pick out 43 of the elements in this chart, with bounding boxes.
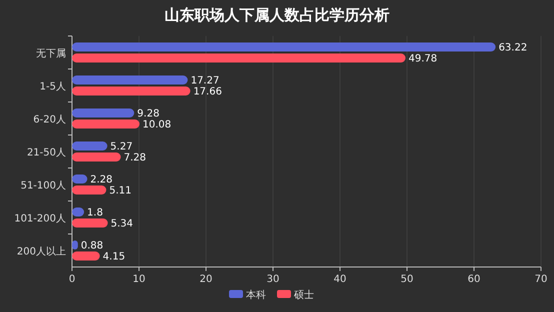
legend-label: 硕士 — [293, 289, 314, 301]
x-tick-label: 60 — [468, 274, 480, 285]
bar — [72, 152, 121, 162]
data-label: 5.34 — [110, 218, 134, 230]
x-tick-label: 0 — [68, 274, 76, 285]
bar — [72, 42, 496, 52]
bar — [72, 54, 406, 62]
data-label: 2.28 — [90, 174, 113, 186]
legend-label: 本科 — [246, 289, 266, 301]
data-label: 5.11 — [109, 186, 132, 196]
bar — [72, 86, 190, 96]
data-label: 7.28 — [124, 152, 146, 164]
data-label: 4.15 — [102, 252, 126, 262]
y-tick-label: 6-20人 — [33, 114, 66, 126]
bar — [72, 252, 100, 260]
data-label: 9.28 — [137, 108, 160, 120]
data-label: 63.22 — [498, 42, 528, 54]
y-tick-label: 200人以上 — [16, 246, 66, 258]
bar — [72, 108, 134, 118]
y-tick-label: 101-200人 — [14, 214, 66, 224]
bar — [72, 218, 108, 228]
data-label: 49.78 — [408, 54, 438, 64]
chart-title: 山东职场人下属人数占比学历分析 — [164, 6, 390, 24]
x-tick-label: 30 — [266, 274, 280, 285]
data-label: 10.08 — [142, 120, 172, 130]
data-label: 5.27 — [110, 142, 133, 152]
x-tick-label: 70 — [534, 274, 548, 285]
data-label: 17.66 — [193, 86, 222, 98]
bar — [72, 142, 108, 150]
y-tick-label: 21-50人 — [26, 148, 66, 158]
y-tick-label: 无下属 — [36, 48, 66, 60]
x-tick-label: 40 — [334, 274, 346, 285]
y-tick-label: 1-5人 — [40, 82, 66, 92]
data-label: 0.88 — [80, 240, 104, 252]
data-label: 17.27 — [190, 76, 220, 86]
data-label: 1.8 — [87, 208, 103, 218]
bar — [72, 76, 188, 84]
bar — [72, 120, 140, 128]
x-tick-label: 20 — [200, 274, 212, 285]
y-tick-label: 51-100人 — [20, 180, 66, 192]
bar — [72, 186, 106, 194]
x-tick-label: 10 — [132, 274, 146, 285]
x-tick-label: 50 — [400, 274, 414, 285]
